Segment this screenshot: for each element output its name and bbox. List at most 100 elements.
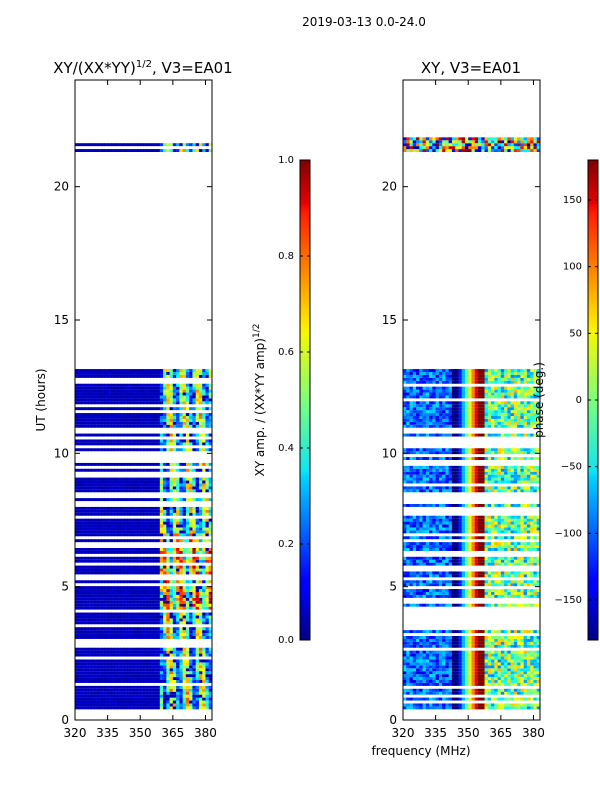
heatmap-cell bbox=[442, 556, 447, 560]
heatmap-cell bbox=[504, 603, 508, 607]
heatmap-cell bbox=[513, 697, 518, 701]
heatmap-cell bbox=[195, 462, 200, 466]
heatmap-cell bbox=[140, 677, 145, 680]
heatmap-cell bbox=[130, 439, 135, 443]
heatmap-cell bbox=[169, 659, 174, 663]
heatmap-cell bbox=[101, 668, 105, 672]
heatmap-cell bbox=[176, 386, 180, 390]
heatmap-cell bbox=[494, 677, 499, 680]
heatmap-cell bbox=[159, 539, 164, 543]
heatmap-cell bbox=[403, 562, 407, 566]
heatmap-cell bbox=[150, 594, 154, 598]
heatmap-cell bbox=[179, 489, 184, 493]
heatmap-cell bbox=[166, 597, 171, 601]
heatmap-cell bbox=[182, 650, 187, 654]
heatmap-cell bbox=[120, 386, 125, 390]
heatmap-cell bbox=[185, 615, 190, 619]
heatmap-cell bbox=[166, 512, 171, 516]
heatmap-cell bbox=[156, 524, 161, 528]
left-panel-title: XY/(XX*YY)1/2, V3=EA01 bbox=[53, 59, 232, 77]
heatmap-cell bbox=[153, 386, 158, 390]
heatmap-cell bbox=[84, 650, 89, 654]
heatmap-cell bbox=[114, 383, 119, 387]
heatmap-cell bbox=[140, 571, 145, 575]
heatmap-cell bbox=[432, 665, 437, 669]
heatmap-cell bbox=[416, 580, 420, 584]
heatmap-cell bbox=[172, 659, 177, 663]
heatmap-cell bbox=[533, 668, 538, 672]
heatmap-cell bbox=[464, 589, 469, 592]
heatmap-cell bbox=[198, 518, 203, 522]
heatmap-cell bbox=[198, 662, 203, 666]
heatmap-cell bbox=[166, 586, 171, 590]
heatmap-cell bbox=[497, 589, 502, 592]
heatmap-cell bbox=[166, 691, 171, 695]
heatmap-cell bbox=[94, 486, 99, 490]
heatmap-cell bbox=[442, 674, 447, 678]
heatmap-cell bbox=[166, 703, 171, 707]
heatmap-cell bbox=[120, 398, 125, 402]
heatmap-cell bbox=[101, 677, 105, 680]
heatmap-cell bbox=[169, 615, 174, 619]
heatmap-cell bbox=[202, 706, 207, 710]
heatmap-cell bbox=[205, 600, 210, 604]
heatmap-cell bbox=[146, 401, 151, 405]
heatmap-cell bbox=[419, 548, 424, 551]
heatmap-cell bbox=[143, 374, 148, 378]
heatmap-cell bbox=[435, 638, 440, 642]
heatmap-cell bbox=[419, 594, 424, 598]
heatmap-cell bbox=[205, 143, 210, 147]
heatmap-cell bbox=[471, 644, 476, 648]
heatmap-cell bbox=[429, 691, 433, 695]
heatmap-cell bbox=[91, 439, 96, 443]
heatmap-cell bbox=[127, 662, 132, 666]
heatmap-cell bbox=[163, 533, 167, 537]
heatmap-cell bbox=[78, 618, 83, 622]
heatmap-cell bbox=[123, 618, 128, 622]
heatmap-cell bbox=[140, 633, 145, 636]
heatmap-cell bbox=[432, 583, 437, 587]
heatmap-cell bbox=[114, 636, 119, 639]
heatmap-cell bbox=[416, 556, 420, 560]
heatmap-cell bbox=[471, 636, 476, 639]
heatmap-cell bbox=[133, 597, 138, 601]
heatmap-cell bbox=[146, 556, 151, 560]
heatmap-cell bbox=[179, 685, 184, 689]
heatmap-cell bbox=[504, 677, 508, 680]
heatmap-cell bbox=[189, 480, 194, 484]
heatmap-cell bbox=[533, 571, 538, 575]
heatmap-cell bbox=[455, 630, 460, 634]
heatmap-cell bbox=[107, 389, 112, 393]
heatmap-cell bbox=[153, 677, 158, 680]
heatmap-cell bbox=[195, 571, 200, 575]
heatmap-cell bbox=[409, 706, 414, 710]
heatmap-cell bbox=[474, 638, 479, 642]
heatmap-cell bbox=[520, 671, 525, 675]
heatmap-cell bbox=[159, 372, 164, 375]
heatmap-cell bbox=[81, 374, 86, 378]
heatmap-cell bbox=[88, 630, 92, 634]
heatmap-cell bbox=[189, 694, 194, 698]
heatmap-cell bbox=[133, 433, 138, 437]
heatmap-cell bbox=[455, 571, 460, 575]
heatmap-cell bbox=[110, 524, 115, 528]
heatmap-cell bbox=[520, 697, 525, 701]
heatmap-cell bbox=[133, 524, 138, 528]
heatmap-cell bbox=[497, 703, 502, 707]
heatmap-cell bbox=[448, 571, 453, 575]
heatmap-cell bbox=[189, 462, 194, 466]
heatmap-cell bbox=[75, 706, 79, 710]
heatmap-cell bbox=[474, 603, 479, 607]
heatmap-cell bbox=[123, 462, 128, 466]
heatmap-cell bbox=[478, 594, 482, 598]
heatmap-cell bbox=[153, 506, 158, 510]
heatmap-cell bbox=[88, 694, 92, 698]
heatmap-cell bbox=[406, 592, 411, 595]
heatmap-cell bbox=[143, 518, 148, 522]
heatmap-cell bbox=[117, 565, 122, 569]
heatmap-cell bbox=[484, 650, 489, 654]
heatmap-cell bbox=[442, 668, 447, 672]
heatmap-cell bbox=[136, 483, 141, 487]
heatmap-cell bbox=[507, 636, 512, 639]
heatmap-cell bbox=[140, 418, 145, 422]
